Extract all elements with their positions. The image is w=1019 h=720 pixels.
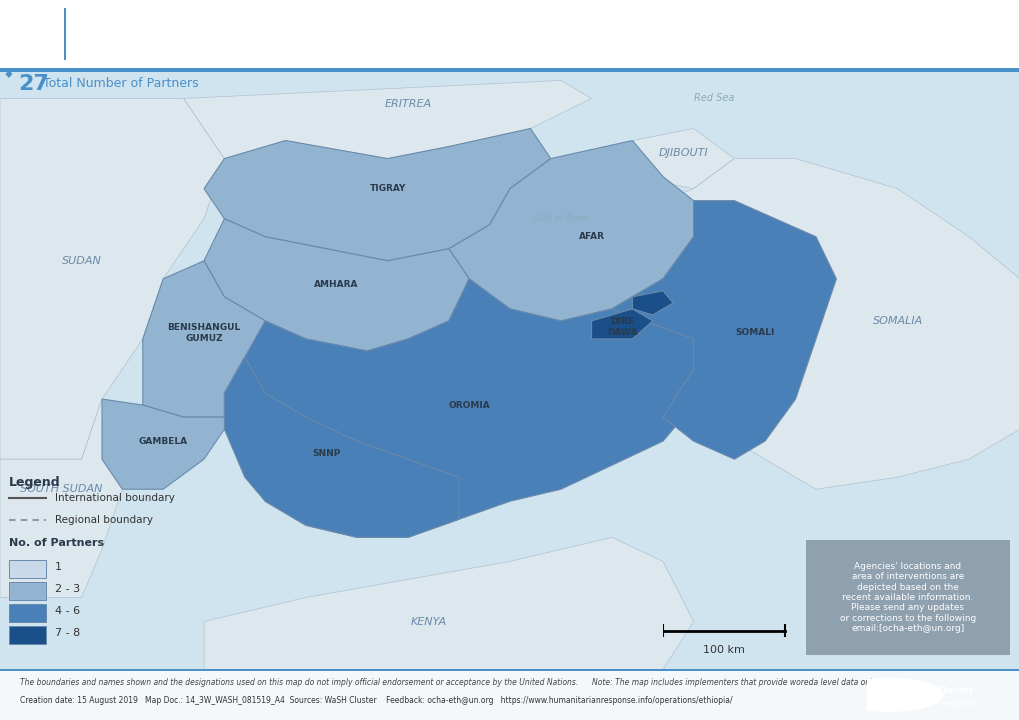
FancyBboxPatch shape <box>9 582 46 600</box>
FancyBboxPatch shape <box>9 604 46 622</box>
Text: KENYA: KENYA <box>410 616 446 626</box>
Polygon shape <box>204 128 550 261</box>
Polygon shape <box>5 72 12 78</box>
Text: ERITREA: ERITREA <box>384 99 431 109</box>
Polygon shape <box>183 81 591 158</box>
Text: 3W: Operational Presence, WASH Cluster (January - June 2019): 3W: Operational Presence, WASH Cluster (… <box>76 38 597 56</box>
Text: SOUTH SUDAN: SOUTH SUDAN <box>20 485 102 494</box>
FancyBboxPatch shape <box>9 626 46 644</box>
Polygon shape <box>102 399 224 490</box>
Text: The boundaries and names shown and the designations used on this map do not impl: The boundaries and names shown and the d… <box>20 678 578 687</box>
Text: Note: The map includes implementers that provide woreda level data only: Note: The map includes implementers that… <box>591 678 875 687</box>
Text: Total Number of Partners: Total Number of Partners <box>43 77 199 90</box>
Text: 2 - 3: 2 - 3 <box>55 584 81 594</box>
Text: Regional boundary: Regional boundary <box>55 516 153 526</box>
Text: Gulf of Aden: Gulf of Aden <box>533 214 588 223</box>
Polygon shape <box>224 357 459 537</box>
Polygon shape <box>204 537 693 670</box>
FancyBboxPatch shape <box>9 559 46 578</box>
Text: OROMIA: OROMIA <box>448 400 489 410</box>
Polygon shape <box>632 128 734 189</box>
Text: 7 - 8: 7 - 8 <box>55 629 81 639</box>
Text: 27: 27 <box>18 73 49 94</box>
Text: Legend: Legend <box>9 476 61 489</box>
Text: SOMALI: SOMALI <box>735 328 773 338</box>
Circle shape <box>834 678 942 711</box>
Text: No. of Partners: No. of Partners <box>9 538 104 548</box>
Polygon shape <box>204 219 469 351</box>
Text: SUDAN: SUDAN <box>61 256 102 266</box>
Text: 4 - 6: 4 - 6 <box>55 606 81 616</box>
Text: SOMALIA: SOMALIA <box>871 316 922 326</box>
Polygon shape <box>0 399 143 598</box>
FancyBboxPatch shape <box>805 540 1009 655</box>
Text: 100 km: 100 km <box>702 645 745 655</box>
Polygon shape <box>448 140 693 321</box>
Text: SNNP: SNNP <box>312 449 340 458</box>
Polygon shape <box>224 279 713 537</box>
Text: OCHA: OCHA <box>9 64 35 73</box>
Polygon shape <box>143 261 285 417</box>
Text: Agencies' locations and
area of interventions are
depicted based on the
recent a: Agencies' locations and area of interven… <box>839 562 975 634</box>
Text: TIGRAY: TIGRAY <box>369 184 406 193</box>
Text: GAMBELA: GAMBELA <box>139 436 187 446</box>
FancyBboxPatch shape <box>0 68 1019 670</box>
Text: AFAR: AFAR <box>578 233 604 241</box>
Text: DIRE
DAWA: DIRE DAWA <box>606 318 637 337</box>
Polygon shape <box>632 291 673 315</box>
Text: 1: 1 <box>55 562 62 572</box>
Text: AMHARA: AMHARA <box>314 280 359 289</box>
Polygon shape <box>632 158 1019 490</box>
Text: Global for Emergencies: Global for Emergencies <box>897 701 978 707</box>
Text: WASH Cluster: WASH Cluster <box>903 686 972 695</box>
Polygon shape <box>591 309 652 339</box>
Text: Creation date: 15 August 2019   Map Doc.: 14_3W_WASH_081519_A4  Sources: WaSH Cl: Creation date: 15 August 2019 Map Doc.: … <box>20 696 733 706</box>
Text: International boundary: International boundary <box>55 493 175 503</box>
Polygon shape <box>611 201 836 459</box>
Text: Red Sea: Red Sea <box>693 94 734 104</box>
Polygon shape <box>0 99 224 459</box>
Text: BENISHANGUL
GUMUZ: BENISHANGUL GUMUZ <box>167 323 240 343</box>
Text: ETHIOPIA: ETHIOPIA <box>76 0 223 19</box>
Text: DJIBOUTI: DJIBOUTI <box>658 148 707 158</box>
